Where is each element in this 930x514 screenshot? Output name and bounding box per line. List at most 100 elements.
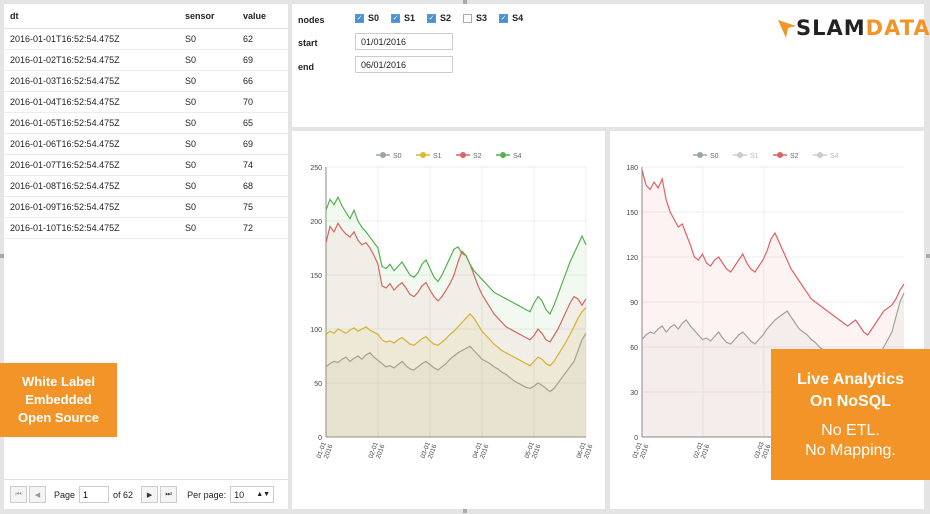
start-date-input[interactable]: 01/01/2016: [355, 33, 453, 50]
node-checkbox-s1[interactable]: ✓ S1: [391, 13, 415, 23]
filter-panel: nodes ✓ S0 ✓ S1 ✓ S2 S3 ✓ S4 start 01/01/2016 en…: [292, 4, 930, 127]
legend-item-s2[interactable]: S2: [773, 152, 799, 160]
x-tick-label: 06-012016: [576, 441, 595, 460]
cell-dt: 2016-01-04T16:52:54.475Z: [4, 91, 179, 113]
legend-item-s4[interactable]: S4: [813, 152, 839, 160]
x-tick-year: 2016: [583, 443, 595, 459]
node-checkbox-label: S2: [440, 13, 452, 23]
table-row[interactable]: 2016-01-02T16:52:54.475Z S0 69: [4, 49, 288, 71]
legend-marker: [817, 152, 823, 158]
cell-dt: 2016-01-07T16:52:54.475Z: [4, 154, 179, 176]
resize-grip-right[interactable]: [926, 254, 930, 258]
banner-right-line-1: Live Analytics: [796, 370, 904, 388]
table-row[interactable]: 2016-01-08T16:52:54.475Z S0 68: [4, 175, 288, 197]
legend-marker: [460, 152, 466, 158]
legend-label: S1: [433, 153, 442, 160]
legend-item-s1[interactable]: S1: [733, 152, 759, 160]
y-tick-label: 100: [310, 327, 322, 334]
start-date-value: 01/01/2016: [361, 36, 407, 47]
resize-grip-bottom[interactable]: [463, 509, 467, 513]
next-page-icon[interactable]: ▶: [141, 486, 159, 503]
area-chart-1[interactable]: S0 S1 S2 S4 0 50 100 150 200 250 01-012016 02-01201…: [292, 131, 605, 509]
legend-item-s1[interactable]: S1: [416, 152, 442, 160]
data-table: dt sensor value 2016-01-01T16:52:54.475Z…: [4, 4, 288, 239]
series-area-s2: [326, 223, 586, 437]
cell-value: 65: [237, 112, 288, 134]
banner-right-line-2: On NoSQL: [810, 392, 891, 410]
legend-item-s0[interactable]: S0: [376, 152, 402, 160]
table-row[interactable]: 2016-01-07T16:52:54.475Z S0 74: [4, 154, 288, 176]
page-label: Page: [54, 489, 76, 500]
cell-sensor: S0: [179, 28, 237, 50]
node-checkbox-s2[interactable]: ✓ S2: [427, 13, 451, 23]
checkbox-checked-icon: ✓: [391, 13, 401, 23]
banner-left-line-2: Embedded: [25, 392, 92, 407]
legend-label: S1: [750, 153, 759, 160]
node-checkbox-s0[interactable]: ✓ S0: [355, 13, 379, 23]
cell-sensor: S0: [179, 91, 237, 113]
per-page-select[interactable]: 10 ▲▼: [230, 486, 275, 503]
legend-item-s0[interactable]: S0: [693, 152, 719, 160]
cell-dt: 2016-01-03T16:52:54.475Z: [4, 70, 179, 92]
column-header-sensor[interactable]: sensor: [179, 4, 237, 29]
legend-item-s4[interactable]: S4: [496, 152, 522, 160]
page-number-input[interactable]: [79, 486, 110, 503]
cell-sensor: S0: [179, 49, 237, 71]
resize-grip-top[interactable]: [463, 0, 467, 4]
x-tick-label: 05-012016: [524, 441, 543, 462]
node-checkbox-s4[interactable]: ✓ S4: [499, 13, 523, 23]
end-date-value: 06/01/2016: [361, 59, 407, 70]
y-tick-label: 50: [314, 381, 322, 388]
first-page-icon[interactable]: ⏮: [10, 486, 27, 503]
x-tick-label: 01-012016: [632, 441, 651, 460]
cell-value: 69: [237, 49, 288, 71]
node-checkbox-s3[interactable]: S3: [463, 13, 487, 23]
cell-value: 68: [237, 175, 288, 197]
x-tick-label: 01-012016: [316, 441, 335, 462]
cell-sensor: S0: [179, 175, 237, 197]
banner-right-line-4: No Mapping.: [805, 441, 896, 459]
column-header-dt[interactable]: dt: [4, 4, 179, 29]
y-tick-label: 150: [626, 210, 638, 217]
table-row[interactable]: 2016-01-10T16:52:54.475Z S0 72: [4, 217, 288, 239]
legend-label: S0: [710, 153, 719, 160]
table-row[interactable]: 2016-01-06T16:52:54.475Z S0 69: [4, 133, 288, 155]
x-tick-text: 05-012016: [524, 441, 543, 462]
x-tick-label: 02-012016: [693, 441, 712, 460]
cell-sensor: S0: [179, 112, 237, 134]
table-row[interactable]: 2016-01-05T16:52:54.475Z S0 65: [4, 112, 288, 134]
legend-item-s2[interactable]: S2: [456, 152, 482, 160]
resize-grip-left[interactable]: [0, 254, 4, 258]
table-row[interactable]: 2016-01-03T16:52:54.475Z S0 66: [4, 70, 288, 92]
series-area-s4: [326, 197, 586, 437]
legend-marker: [500, 152, 506, 158]
x-tick-year: 2016: [427, 443, 439, 459]
table-row[interactable]: 2016-01-01T16:52:54.475Z S0 62: [4, 28, 288, 50]
cell-value: 69: [237, 133, 288, 155]
y-tick-label: 200: [310, 219, 322, 226]
last-page-icon[interactable]: ⏭: [160, 486, 178, 503]
series-area-s1: [326, 307, 586, 437]
x-tick-text: 03-012016: [420, 441, 439, 462]
x-tick-text: 01-012016: [316, 441, 335, 462]
x-tick-label: 03-032016: [753, 441, 773, 460]
start-label: start: [298, 38, 318, 48]
cell-sensor: S0: [179, 196, 237, 218]
cell-value: 62: [237, 28, 288, 50]
column-header-value[interactable]: value: [237, 4, 288, 29]
table-row[interactable]: 2016-01-04T16:52:54.475Z S0 70: [4, 91, 288, 113]
cell-sensor: S0: [179, 70, 237, 92]
x-tick-text: 04-012016: [472, 441, 491, 462]
cell-dt: 2016-01-09T16:52:54.475Z: [4, 196, 179, 218]
series-line-s0: [325, 332, 587, 393]
table-row[interactable]: 2016-01-09T16:52:54.475Z S0 75: [4, 196, 288, 218]
end-date-input[interactable]: 06/01/2016: [355, 56, 453, 73]
series-line-s4: [325, 195, 587, 315]
cell-dt: 2016-01-02T16:52:54.475Z: [4, 49, 179, 71]
prev-page-icon[interactable]: ◀: [29, 486, 46, 503]
checkbox-checked-icon: ✓: [499, 13, 509, 23]
x-tick-year: 2016: [761, 443, 773, 459]
cell-dt: 2016-01-08T16:52:54.475Z: [4, 175, 179, 197]
y-tick-label: 60: [630, 345, 638, 352]
series-line-s1: [325, 306, 587, 367]
